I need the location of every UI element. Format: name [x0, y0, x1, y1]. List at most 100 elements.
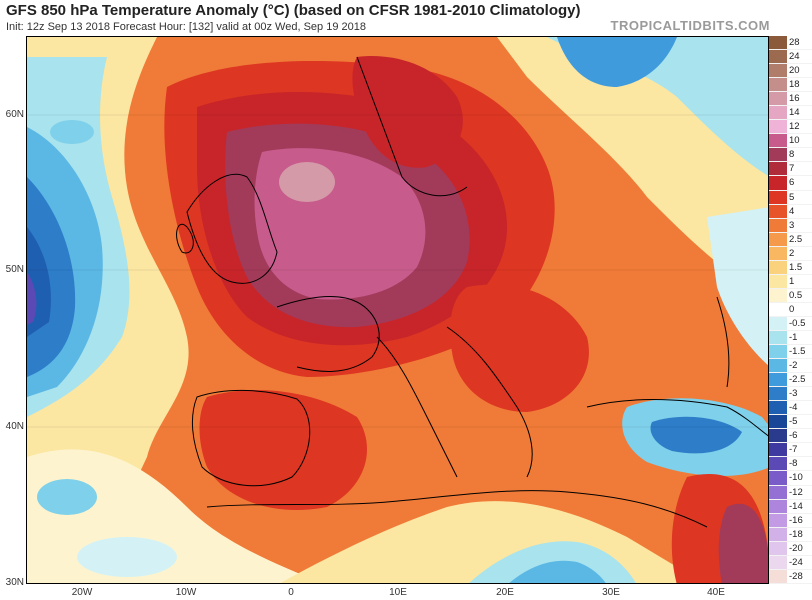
legend-swatch: [769, 485, 787, 499]
legend-swatch: [769, 134, 787, 148]
legend-swatch: [769, 457, 787, 471]
legend-swatch: [769, 302, 787, 316]
coastline-north-africa: [206, 490, 708, 528]
legend-label: -12: [789, 486, 803, 498]
legend-label: 20: [789, 65, 800, 77]
color-scale-legend: 28 24 20 18 16 14 12 10 8 7 6 5 4 3 2.5 2 1.5 1 0.5 0 -0.5 -1…: [769, 36, 812, 584]
legend-entry: -7: [769, 443, 812, 458]
legend-swatch: [769, 176, 787, 190]
atlantic-cool-patch: [50, 120, 94, 144]
legend-swatch: [769, 190, 787, 204]
legend-entry: 5: [769, 190, 812, 205]
legend-swatch: [769, 50, 787, 64]
scandinavia-cold-zone: [557, 37, 677, 87]
legend-entry: 12: [769, 120, 812, 135]
lon-label-10e: 10E: [389, 587, 407, 598]
russia-cool-zone: [547, 37, 768, 176]
legend-label: 2.5: [789, 233, 803, 245]
legend-swatch: [769, 373, 787, 387]
legend-entry: -0.5: [769, 316, 812, 331]
legend-swatch: [769, 415, 787, 429]
legend-label: -14: [789, 500, 803, 512]
lon-label-0: 0: [288, 587, 294, 598]
brand-watermark: TROPICALTIDBITS.COM: [610, 18, 770, 33]
legend-swatch: [769, 499, 787, 513]
legend-swatch: [769, 429, 787, 443]
lon-label-30e: 30E: [602, 587, 620, 598]
legend-swatch: [769, 218, 787, 232]
legend-label: -28: [789, 570, 803, 582]
legend-entry: -6: [769, 429, 812, 444]
map-subtitle: Init: 12z Sep 13 2018 Forecast Hour: [13…: [6, 21, 366, 33]
legend-entry: -2.5: [769, 373, 812, 388]
legend-label: -10: [789, 472, 803, 484]
heat-dome-peak: [279, 162, 335, 202]
legend-entry: 0.5: [769, 288, 812, 303]
legend-swatch: [769, 260, 787, 274]
legend-entry: 24: [769, 50, 812, 65]
legend-swatch: [769, 443, 787, 457]
legend-entry: 6: [769, 176, 812, 191]
legend-label: 1.5: [789, 261, 803, 273]
legend-label: -1: [789, 332, 798, 343]
anomaly-field: [27, 37, 768, 583]
lat-label-30n: 30N: [5, 577, 24, 588]
legend-entry: 2.5: [769, 232, 812, 247]
lon-label-20e: 20E: [496, 587, 514, 598]
legend-label: -6: [789, 430, 798, 442]
legend-entry: -12: [769, 485, 812, 500]
legend-entry: -3: [769, 387, 812, 402]
lat-label-50n: 50N: [5, 264, 24, 275]
legend-label: 18: [789, 79, 800, 91]
legend-swatch: [769, 527, 787, 541]
lat-label-40n: 40N: [5, 421, 24, 432]
coastline-british-isles: [186, 173, 278, 284]
legend-label: -8: [789, 458, 798, 470]
legend-entry: 14: [769, 106, 812, 121]
legend-entry: 28: [769, 36, 812, 51]
lat-label-60n: 60N: [5, 109, 24, 120]
legend-label: 24: [789, 51, 800, 63]
coastline-black-sea: [586, 399, 768, 437]
legend-swatch: [769, 78, 787, 92]
legend-entry: -1: [769, 330, 812, 346]
legend-label: 5: [789, 191, 795, 203]
legend-swatch: [769, 569, 787, 583]
legend-entry: -20: [769, 541, 812, 556]
legend-swatch: [769, 555, 787, 569]
legend-swatch: [769, 541, 787, 555]
legend-label: 8: [789, 149, 795, 161]
map-title: GFS 850 hPa Temperature Anomaly (°C) (ba…: [6, 2, 581, 19]
legend-label: -3: [789, 388, 798, 400]
graticule: [27, 114, 768, 428]
legend-entry: -8: [769, 457, 812, 472]
legend-swatch: [769, 36, 787, 50]
legend-swatch: [769, 274, 787, 288]
legend-entry: -18: [769, 527, 812, 542]
legend-entry: 7: [769, 162, 812, 177]
legend-swatch: [769, 288, 787, 302]
legend-label: 12: [789, 121, 800, 133]
coastline-caspian: [716, 296, 730, 388]
legend-entry: 20: [769, 64, 812, 79]
legend-swatch: [769, 204, 787, 218]
coastline-balkans: [446, 326, 533, 478]
legend-label: 3: [789, 219, 795, 231]
legend-entry: 0: [769, 302, 812, 317]
legend-entry: 16: [769, 92, 812, 107]
legend-label: -2.5: [789, 374, 806, 386]
scandinavia-warm-zone: [352, 56, 463, 168]
legend-swatch: [769, 513, 787, 527]
subtropical-cool-patch: [37, 479, 97, 515]
legend-entry: 18: [769, 78, 812, 93]
legend-entry: 4: [769, 204, 812, 219]
legend-swatch: [769, 162, 787, 176]
iberia-warm-zone: [199, 389, 367, 511]
legend-label: 14: [789, 107, 800, 119]
legend-label: -2: [789, 360, 798, 372]
legend-swatch: [769, 330, 787, 345]
balkans-warm-zone: [450, 284, 589, 412]
coastline-france: [276, 296, 380, 372]
legend-swatch: [769, 359, 787, 373]
legend-entry: -5: [769, 415, 812, 430]
